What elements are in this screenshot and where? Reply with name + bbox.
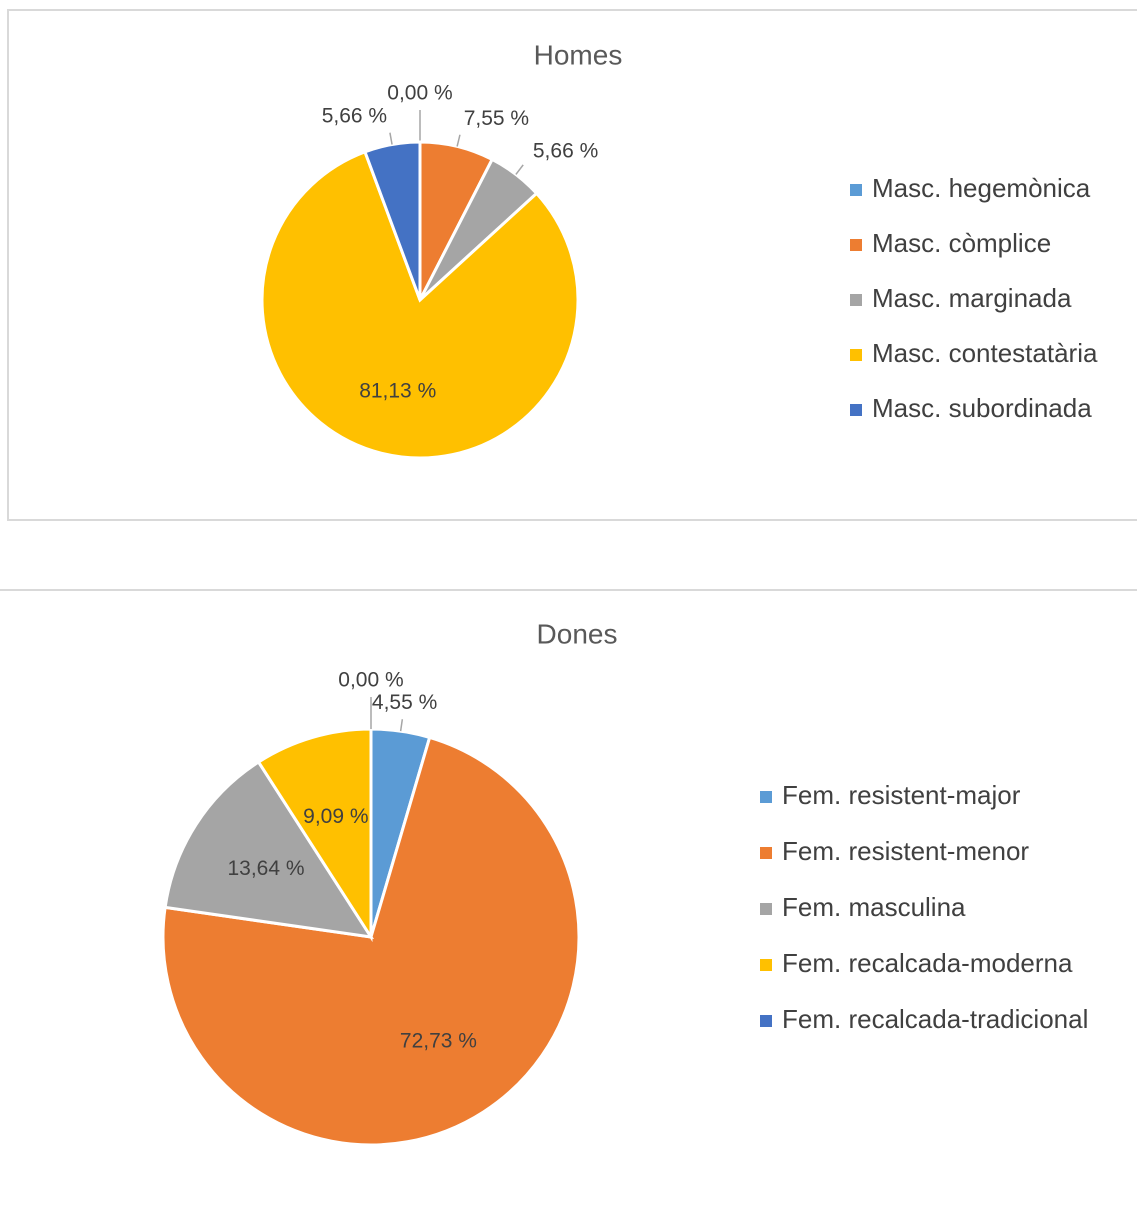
legend-swatch: [760, 791, 772, 803]
legend-label: Fem. masculina: [782, 892, 966, 922]
data-label: 0,00 %: [338, 669, 403, 692]
data-label: 5,66 %: [533, 140, 598, 163]
legend-label: Masc. hegemònica: [872, 173, 1091, 203]
legend-label: Fem. recalcada-moderna: [782, 948, 1073, 978]
data-label: 72,73 %: [400, 1030, 477, 1053]
legend-label: Masc. contestatària: [872, 338, 1098, 368]
chart-title: Homes: [534, 39, 623, 70]
legend-label: Masc. marginada: [872, 283, 1072, 313]
chart-frame: [7, 9, 1137, 521]
legend-swatch: [760, 1015, 772, 1027]
data-label: 5,66 %: [322, 104, 387, 127]
legend-label: Masc. còmplice: [872, 228, 1051, 258]
data-label: 81,13 %: [359, 380, 436, 403]
data-label: 9,09 %: [303, 805, 368, 828]
data-label: 4,55 %: [372, 691, 437, 714]
legend-swatch: [760, 959, 772, 971]
leader-line: [456, 134, 461, 147]
leader-line: [515, 164, 524, 175]
leader-line: [399, 719, 404, 732]
legend-label: Fem. resistent-major: [782, 780, 1021, 810]
chart-title: Dones: [537, 618, 618, 649]
pie-slice: [163, 759, 375, 939]
leader-line: [389, 132, 393, 145]
legend-label: Fem. recalcada-tradicional: [782, 1004, 1088, 1034]
data-label: 7,55 %: [464, 107, 529, 130]
pie-slice: [256, 727, 373, 943]
legend-swatch: [760, 847, 772, 859]
legend-swatch: [850, 239, 862, 251]
legend-swatch: [850, 349, 862, 361]
pie-slice: [161, 735, 581, 1147]
pie-slice: [260, 149, 580, 460]
legend-label: Masc. subordinada: [872, 393, 1092, 423]
legend-swatch: [850, 184, 862, 196]
data-label: 0,00 %: [387, 82, 452, 105]
legend-label: Fem. resistent-menor: [782, 836, 1029, 866]
legend-swatch: [850, 404, 862, 416]
data-label: 13,64 %: [227, 857, 304, 880]
legend-swatch: [760, 903, 772, 915]
legend-swatch: [850, 294, 862, 306]
